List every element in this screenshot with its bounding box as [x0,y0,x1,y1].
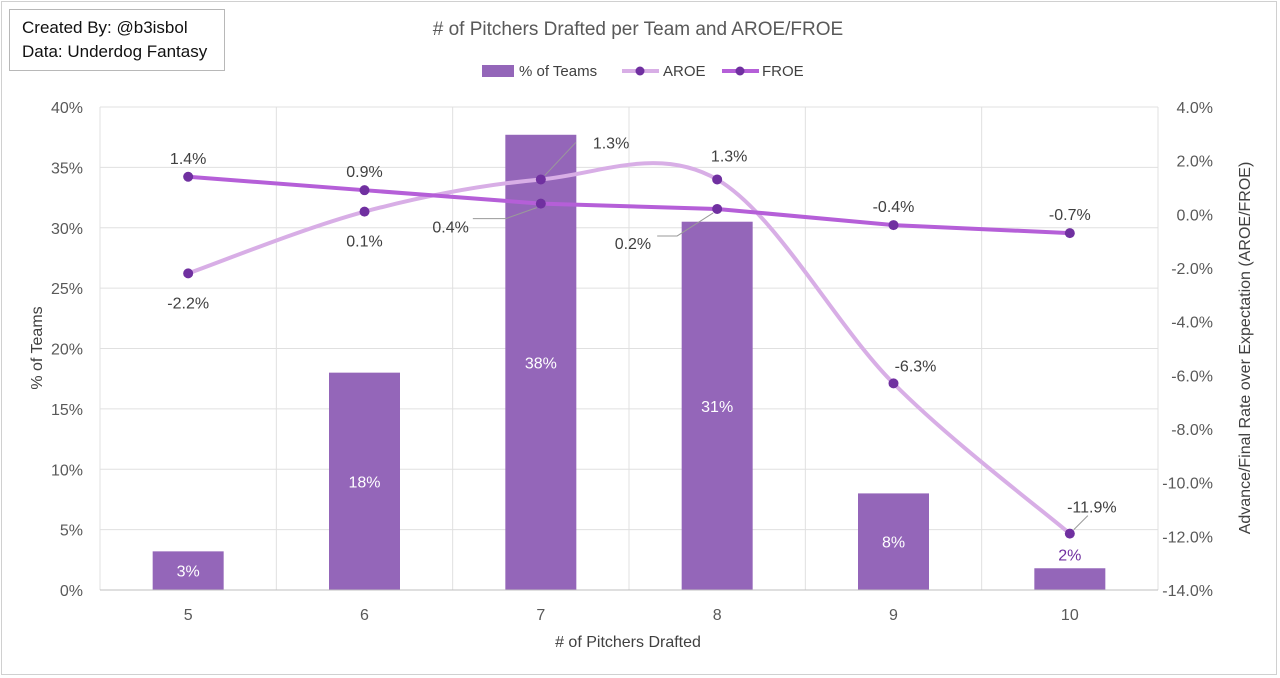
x-axis-title: # of Pitchers Drafted [555,634,701,651]
legend-marker-froe [735,66,745,76]
aroe-marker [183,268,194,279]
y2-tick-label: -4.0% [1171,315,1213,332]
froe-data-label: 1.4% [170,151,206,168]
aroe-data-label: -11.9% [1067,500,1117,517]
bar-data-label: 18% [348,474,380,491]
aroe-line [187,161,1072,536]
y-tick-label: 20% [51,342,83,359]
bar-data-label: 3% [177,564,200,581]
y2-tick-label: -14.0% [1162,583,1213,600]
y-tick-label: 5% [60,523,83,540]
y2-axis-title: Advance/Final Rate over Expectation (ARO… [1237,162,1254,535]
froe-data-label: 0.4% [432,220,468,237]
aroe-data-label: -2.2% [167,295,209,312]
bar [152,551,224,590]
leader-line [544,142,577,176]
y2-tick-label: -6.0% [1171,368,1213,385]
x-tick-label: 8 [713,607,722,624]
bar-data-label: 38% [525,355,557,372]
aroe-data-label: -6.3% [895,358,937,375]
froe-marker [183,171,194,182]
y2-tick-label: -2.0% [1171,261,1213,278]
y-tick-label: 25% [51,281,83,298]
axes: 0% 5% 10% 15% 20% 25% 30% 35% 40% -14.0% -12.0% -10… [51,100,1213,624]
bar [1034,568,1106,590]
aroe-data-label: 1.3% [593,135,629,152]
froe-marker [359,185,370,196]
legend-label-bars: % of Teams [519,63,597,80]
x-tick-label: 10 [1061,607,1079,624]
legend-item-aroe: AROE [622,63,706,80]
aroe-marker [359,206,370,217]
y-tick-label: 15% [51,402,83,419]
leader-line [472,207,538,220]
leader-line [1073,515,1089,531]
created-by-text: Created By: @b3isbol [22,18,188,37]
leader-line [657,212,714,237]
legend-marker-aroe [635,66,645,76]
y2-tick-label: 2.0% [1177,154,1213,171]
aroe-marker [535,174,546,185]
y-tick-label: 0% [60,583,83,600]
froe-line [188,174,1070,236]
aroe-data-label: 0.1% [346,234,382,251]
froe-marker [1064,228,1075,239]
froe-marker [712,203,723,214]
legend: % of Teams AROE FROE [482,63,804,80]
y2-tick-label: -8.0% [1171,422,1213,439]
legend-swatch-bars [482,65,514,77]
x-tick-label: 9 [889,607,898,624]
y-tick-label: 40% [51,100,83,117]
froe-data-label: 0.2% [615,236,651,253]
legend-label-aroe: AROE [663,63,706,80]
y2-tick-label: -10.0% [1162,476,1213,493]
bar [858,493,929,590]
y2-tick-label: 0.0% [1177,207,1213,224]
y-tick-label: 10% [51,462,83,479]
froe-marker [888,220,899,231]
bar [681,221,753,590]
y-axis-title: % of Teams [29,306,46,389]
bar-series [152,134,1106,590]
y-tick-label: 35% [51,160,83,177]
froe-data-label: -0.4% [873,199,915,216]
gridlines [99,106,1159,591]
y-tick-label: 30% [51,221,83,238]
legend-item-froe: FROE [722,63,804,80]
credit-box: Created By: @b3isbol Data: Underdog Fant… [9,9,225,71]
chart-title: # of Pitchers Drafted per Team and AROE/… [433,19,843,40]
x-tick-label: 7 [536,607,545,624]
y2-tick-label: 4.0% [1177,100,1213,117]
aroe-marker [1064,528,1075,539]
bar-data-label: 8% [882,535,905,552]
froe-marker [535,198,546,209]
bar-data-label: 2% [1058,547,1081,564]
aroe-data-label: 1.3% [711,148,747,165]
legend-item-bars: % of Teams [482,63,597,80]
froe-data-label: -0.7% [1049,207,1091,224]
data-source-text: Data: Underdog Fantasy [22,42,208,61]
legend-label-froe: FROE [762,63,804,80]
y2-tick-label: -12.0% [1162,529,1213,546]
bar [505,134,577,590]
x-tick-label: 6 [360,607,369,624]
froe-data-label: 0.9% [346,164,382,181]
data-labels: 3% 18% 38% 31% 8% 2% -2.2% 0.1% 1.3% 1.3% -6.3% -11… [167,135,1116,580]
bar-data-label: 31% [701,399,733,416]
aroe-marker [712,174,723,185]
bar [329,372,400,590]
aroe-marker [888,378,899,389]
x-tick-label: 5 [184,607,193,624]
line-series [183,161,1075,539]
